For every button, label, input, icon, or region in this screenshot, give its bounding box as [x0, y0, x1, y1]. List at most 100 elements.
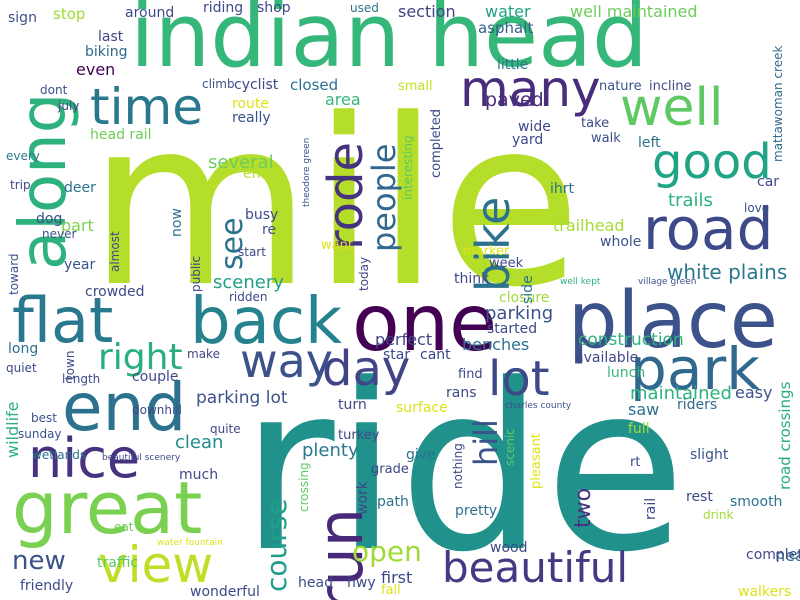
- word-benches: benches: [462, 335, 530, 354]
- word-clean: clean: [175, 432, 224, 453]
- word-flat: flat: [12, 284, 114, 357]
- word-two: two: [571, 487, 596, 528]
- word-wood: wood: [490, 540, 528, 556]
- word-well: well: [620, 78, 724, 138]
- word-lot: lot: [488, 351, 550, 407]
- word-cant: cant: [420, 347, 451, 363]
- word-charles-county: charles county: [505, 401, 572, 411]
- word-hwy: hwy: [347, 575, 376, 591]
- word-see: see: [215, 217, 250, 270]
- word-left: left: [638, 135, 661, 151]
- word-good: good: [652, 134, 772, 190]
- word-path: path: [377, 494, 409, 510]
- word-new: new: [12, 546, 66, 576]
- word-yard: yard: [512, 132, 544, 148]
- word-side: side: [520, 275, 536, 304]
- word-saw: saw: [628, 400, 660, 419]
- word-mile: mile: [88, 71, 582, 338]
- word-grade: grade: [371, 462, 409, 477]
- word-today: today: [357, 256, 371, 291]
- word-pleasant: pleasant: [529, 433, 544, 489]
- word-interesting: interesting: [401, 135, 415, 200]
- word-shop: shop: [257, 0, 291, 16]
- word-place: place: [568, 276, 778, 366]
- word-water-fountain: water fountain: [157, 538, 223, 548]
- word-climb: climb: [202, 77, 235, 91]
- word-wetlands: wetlands: [32, 448, 87, 462]
- word-dog: dog: [36, 211, 63, 227]
- word-rest: rest: [686, 489, 713, 505]
- word-incline: incline: [649, 79, 692, 94]
- word-view: view: [98, 536, 214, 594]
- word-great: great: [12, 466, 203, 550]
- word-crossing: crossing: [297, 462, 311, 512]
- word-village-green: village green: [638, 277, 697, 287]
- word-available: available: [575, 350, 639, 366]
- word-ridden: ridden: [229, 290, 268, 304]
- word-pretty: pretty: [455, 503, 498, 519]
- word-scenic: scenic: [503, 428, 517, 466]
- word-rans: rans: [446, 385, 477, 401]
- word-course: course: [260, 498, 293, 592]
- word-rt: rt: [630, 455, 641, 470]
- word-walk: walk: [591, 131, 621, 146]
- word-water: water: [485, 2, 531, 21]
- word-trip: trip: [10, 178, 31, 192]
- word-theodore-green: theodore green: [302, 137, 312, 207]
- word-start: start: [238, 245, 266, 259]
- word-take: take: [581, 116, 610, 131]
- word-head: head: [298, 575, 333, 591]
- word-scenery: scenery: [213, 272, 284, 293]
- word-full: full: [628, 421, 650, 437]
- word-best: best: [31, 411, 57, 425]
- word-make: make: [187, 347, 220, 361]
- word-beautiful: beautiful: [442, 543, 629, 592]
- word-entire: entire: [243, 166, 284, 182]
- word-want: want: [321, 238, 353, 253]
- word-trailhead: trailhead: [553, 216, 625, 235]
- word-give: give: [406, 447, 436, 463]
- word-head-rail: head rail: [90, 127, 152, 143]
- word-small: small: [398, 79, 433, 94]
- word-sunday: sunday: [18, 427, 62, 441]
- word-route: route: [232, 96, 269, 112]
- word-easy: easy: [735, 383, 773, 402]
- word-near: near: [775, 546, 800, 565]
- word-well-maintained: well maintained: [570, 2, 698, 21]
- word-section: section: [398, 2, 456, 21]
- word-really: really: [232, 110, 271, 126]
- word-people: people: [365, 143, 403, 252]
- word-rode: rode: [318, 141, 374, 250]
- word-maintained: maintained: [630, 383, 732, 404]
- word-one: one: [352, 279, 498, 369]
- word-never: never: [42, 227, 77, 241]
- word-year: year: [64, 257, 96, 273]
- word-much: much: [179, 467, 219, 483]
- word-paved: paved: [485, 89, 544, 111]
- word-whole: whole: [600, 234, 642, 250]
- word-drink: drink: [703, 508, 734, 522]
- word-construction: construction: [578, 330, 684, 350]
- word-plenty: plenty: [302, 440, 359, 461]
- word-sign: sign: [8, 10, 37, 26]
- word-several: several: [208, 152, 274, 173]
- word-nature: nature: [599, 79, 642, 94]
- word-first: first: [381, 568, 413, 587]
- word-think: think: [454, 271, 490, 287]
- word-complete: complete: [746, 547, 800, 563]
- word-last: last: [98, 29, 124, 45]
- word-closure: closure: [499, 290, 550, 306]
- word-now: now: [169, 208, 185, 237]
- word-dont: dont: [40, 83, 68, 97]
- word-slight: slight: [690, 447, 729, 463]
- word-around: around: [125, 5, 175, 21]
- word-hill: hill: [467, 419, 505, 466]
- word-smooth: smooth: [730, 494, 783, 510]
- word-marker: marker: [463, 244, 510, 259]
- word-way: way: [240, 334, 334, 388]
- word-friendly: friendly: [20, 578, 74, 594]
- word-july: july: [58, 99, 80, 113]
- word-every: every: [6, 149, 40, 163]
- word-parking-lot: parking lot: [196, 388, 288, 408]
- word-car: car: [757, 174, 780, 190]
